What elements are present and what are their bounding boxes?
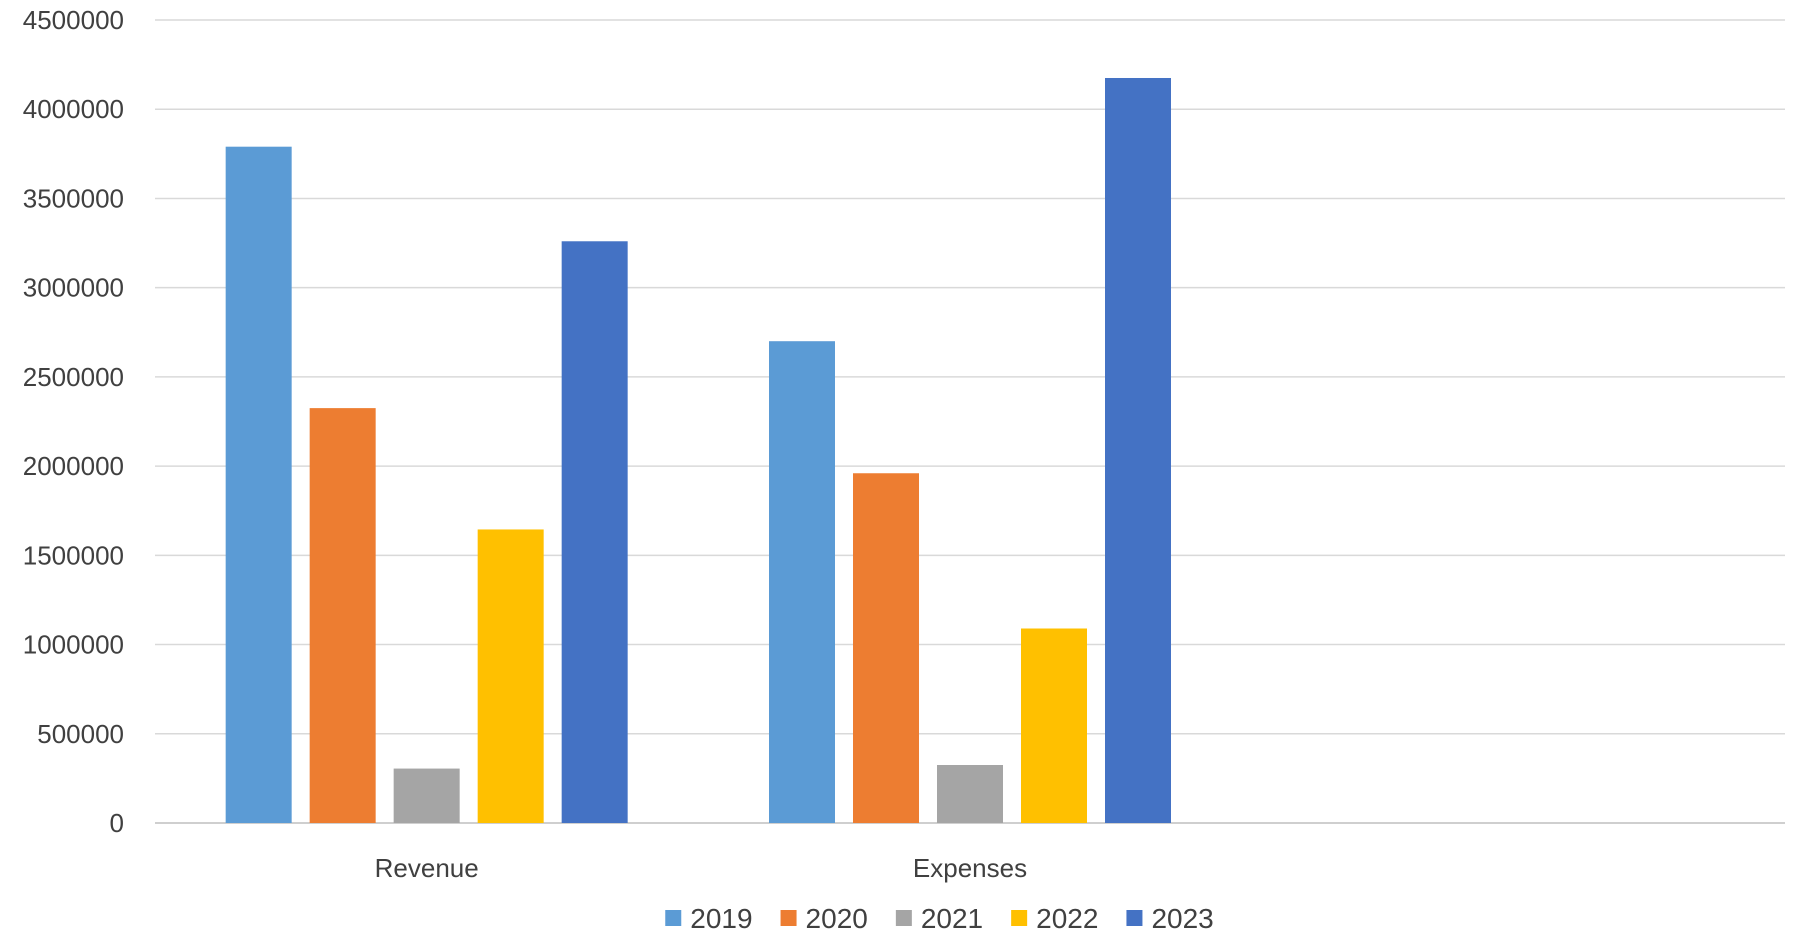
y-tick-label: 4500000	[23, 5, 124, 35]
y-axis-tick-labels: 0 500000 1000000 1500000 2000000 2500000 30000…	[23, 5, 124, 838]
legend-swatch-2022	[1011, 910, 1028, 926]
bar-expenses-2020	[853, 473, 919, 823]
bar-expenses-2019	[769, 341, 835, 823]
bar-revenue-2021	[393, 768, 460, 823]
legend-label-2019: 2019	[690, 903, 752, 934]
legend-swatch-2019	[665, 910, 682, 926]
legend-swatch-2021	[895, 910, 912, 926]
bars	[225, 77, 1171, 823]
y-tick-label: 1000000	[23, 630, 124, 660]
y-tick-label: 1500000	[23, 540, 124, 570]
legend-swatch-2023	[1126, 910, 1143, 926]
y-tick-label: 3000000	[23, 273, 124, 303]
y-tick-label: 2000000	[23, 451, 124, 481]
legend-swatch-2020	[780, 910, 797, 926]
legend-label-2023: 2023	[1151, 903, 1213, 934]
y-tick-label: 0	[110, 808, 124, 838]
legend-label-2022: 2022	[1036, 903, 1098, 934]
gridlines	[155, 19, 1785, 824]
x-axis-category-labels: Revenue Expenses	[375, 853, 1027, 883]
y-tick-label: 3500000	[23, 183, 124, 213]
bar-expenses-2023	[1105, 77, 1171, 823]
legend-label-2020: 2020	[806, 903, 868, 934]
bar-revenue-2023	[561, 241, 628, 823]
x-category-label: Expenses	[913, 853, 1027, 883]
y-tick-label: 4000000	[23, 94, 124, 124]
bar-expenses-2021	[937, 765, 1003, 823]
bar-revenue-2019	[225, 146, 292, 823]
y-tick-label: 500000	[37, 719, 124, 749]
y-tick-label: 2500000	[23, 362, 124, 392]
bar-revenue-2022	[477, 529, 544, 823]
legend-label-2021: 2021	[921, 903, 983, 934]
legend: 2019 2020 2021 2022 2023	[665, 903, 1214, 934]
x-category-label: Revenue	[375, 853, 479, 883]
bar-expenses-2022	[1021, 628, 1087, 823]
bar-revenue-2020	[309, 408, 376, 823]
